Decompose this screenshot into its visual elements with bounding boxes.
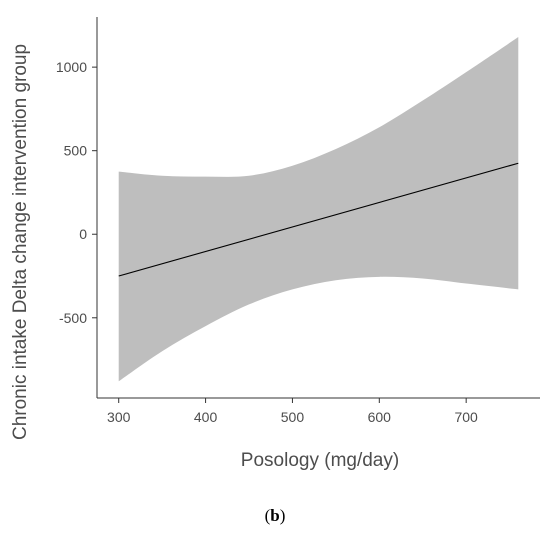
x-axis-title: Posology (mg/day) bbox=[241, 450, 399, 471]
confidence-band-layer bbox=[118, 37, 519, 382]
x-tick-label: 600 bbox=[368, 409, 392, 425]
caption-letter: b bbox=[270, 506, 280, 525]
y-tick-label: -500 bbox=[59, 310, 87, 326]
x-tick-label: 300 bbox=[107, 409, 131, 425]
x-tick-label: 700 bbox=[454, 409, 478, 425]
caption-open: ( bbox=[264, 506, 271, 525]
figure-caption: (b) bbox=[0, 506, 550, 526]
x-ticks: 300 400 500 600 700 bbox=[107, 398, 478, 425]
y-axis-title: Chronic intake Delta change intervention… bbox=[10, 44, 31, 440]
confidence-band bbox=[118, 37, 519, 382]
fit-line-layer bbox=[118, 162, 519, 277]
x-tick-label: 400 bbox=[194, 409, 218, 425]
y-tick-label: 500 bbox=[64, 143, 88, 159]
y-tick-label: 1000 bbox=[56, 59, 87, 75]
y-tick-label: 0 bbox=[79, 226, 87, 242]
y-ticks: -500 0 500 1000 bbox=[56, 59, 97, 326]
x-tick-label: 500 bbox=[281, 409, 305, 425]
fit-line bbox=[118, 162, 519, 277]
chart: 300 400 500 600 700 -500 0 500 1000 Posology (m… bbox=[10, 17, 540, 471]
caption-close: ) bbox=[279, 506, 286, 525]
